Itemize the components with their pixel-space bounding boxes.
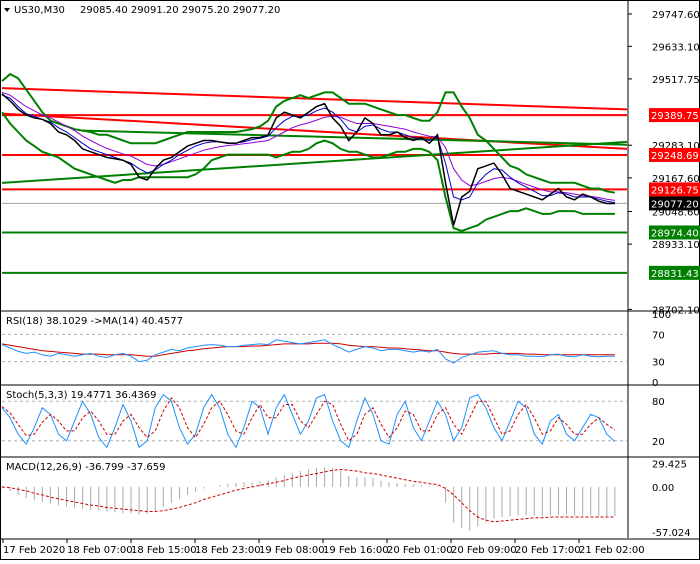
time-tick-label: 20 Feb 09:00 — [451, 545, 517, 556]
price-tick-label: 29167.60 — [652, 174, 700, 185]
trendline-1 — [1, 112, 628, 150]
price-tick-label: 29747.60 — [652, 10, 700, 21]
time-tick-label: 20 Feb 01:00 — [387, 545, 453, 556]
price-close-line — [1, 93, 615, 226]
time-tick-label: 18 Feb 15:00 — [131, 545, 197, 556]
pane-title: MACD(12,26,9) -36.799 -37.659 — [6, 462, 166, 473]
level-label-bg — [649, 147, 700, 162]
price-tick-label: 28702.10 — [652, 305, 700, 316]
pane-title: Stoch(5,3,3) 19.4771 36.4369 — [6, 390, 157, 401]
level-label: 28974.40 — [651, 228, 699, 239]
pane-tick-label: 70 — [652, 330, 665, 341]
bollinger-upper — [1, 72, 616, 194]
price-axis[interactable]: 29747.60 29633.10 29517.75 29283.10 29167.60… — [628, 10, 700, 316]
time-tick-label: 18 Feb 07:00 — [67, 545, 133, 556]
level-label-bg — [649, 225, 700, 240]
stoch-pane[interactable]: 80 20 Stoch(5,3,3) 19.4771 36.4369 — [1, 390, 665, 449]
current-price-label: 29077.20 — [651, 199, 699, 210]
price-tick-label: 29517.75 — [652, 75, 700, 86]
chart-collapse-icon[interactable] — [4, 8, 10, 12]
pane-tick-label: 100 — [652, 310, 671, 321]
pane-tick-label: 30 — [652, 358, 665, 369]
time-tick-label: 20 Feb 17:00 — [515, 545, 581, 556]
moving-averages — [1, 91, 615, 204]
trendline-2 — [1, 140, 628, 184]
stoch-k-line — [1, 393, 616, 449]
macd-tick-label: -57.024 — [652, 528, 691, 539]
rsi-pane[interactable]: 100 70 30 0 RSI(18) 38.1029 ->MA(14) 40.4577 — [1, 310, 671, 389]
pane-borders — [0, 0, 700, 540]
time-tick-label: 19 Feb 16:00 — [323, 545, 389, 556]
time-tick-label: 19 Feb 08:00 — [259, 545, 325, 556]
trendline-3 — [82, 129, 628, 146]
rsi-ma-line — [1, 342, 615, 357]
macd-tick-label: 29.425 — [652, 460, 687, 471]
horizontal-levels — [2, 114, 627, 274]
ma-fast-line — [1, 94, 615, 204]
rsi-line — [1, 339, 615, 364]
symbol-timeframe: US30,M30 — [14, 5, 65, 16]
time-tick-label: 21 Feb 02:00 — [579, 545, 645, 556]
pane-tick-label: 20 — [652, 437, 665, 448]
level-labels: 29389.75 29248.69 29126.75 28974.40 28831.43… — [649, 108, 700, 280]
trendline-0 — [1, 87, 628, 111]
current-price-label-bg — [649, 196, 700, 211]
stoch-d-line — [1, 397, 616, 442]
pane-title: RSI(18) 38.1029 ->MA(14) 40.4577 — [6, 316, 183, 327]
level-label-bg — [649, 182, 700, 197]
price-tick-label: 29633.10 — [652, 42, 700, 53]
pane-tick-label: 0 — [652, 378, 658, 389]
level-label: 29126.75 — [651, 185, 699, 196]
level-label-bg — [649, 108, 700, 123]
level-label-bg — [649, 265, 700, 280]
time-tick-label: 17 Feb 2020 — [3, 545, 65, 556]
trendlines — [1, 87, 628, 184]
level-label: 29389.75 — [651, 111, 699, 122]
time-tick-label: 18 Feb 23:00 — [195, 545, 261, 556]
header-info: US30,M30 29085.40 29091.20 29075.20 2907… — [4, 5, 280, 16]
macd-signal-line — [1, 468, 615, 523]
price-line — [1, 93, 615, 226]
price-pane[interactable]: 29747.60 29633.10 29517.75 29283.10 29167.60… — [1, 10, 700, 316]
price-tick-label: 28933.10 — [652, 240, 700, 251]
price-tick-label: 29283.10 — [652, 141, 700, 152]
pane-tick-label: 80 — [652, 397, 665, 408]
level-label: 28831.43 — [651, 269, 699, 280]
macd-pane[interactable]: 29.425 0.00 -57.024 MACD(12,26,9) -36.799 -… — [1, 460, 691, 539]
ohlc-values: 29085.40 29091.20 29075.20 29077.20 — [80, 5, 280, 16]
bollinger-lower — [1, 111, 615, 232]
macd-tick-label: 0.00 — [652, 483, 674, 494]
price-tick-label: 29048.60 — [652, 207, 700, 218]
level-label: 29248.69 — [651, 151, 699, 162]
bollinger-bands — [1, 72, 616, 232]
